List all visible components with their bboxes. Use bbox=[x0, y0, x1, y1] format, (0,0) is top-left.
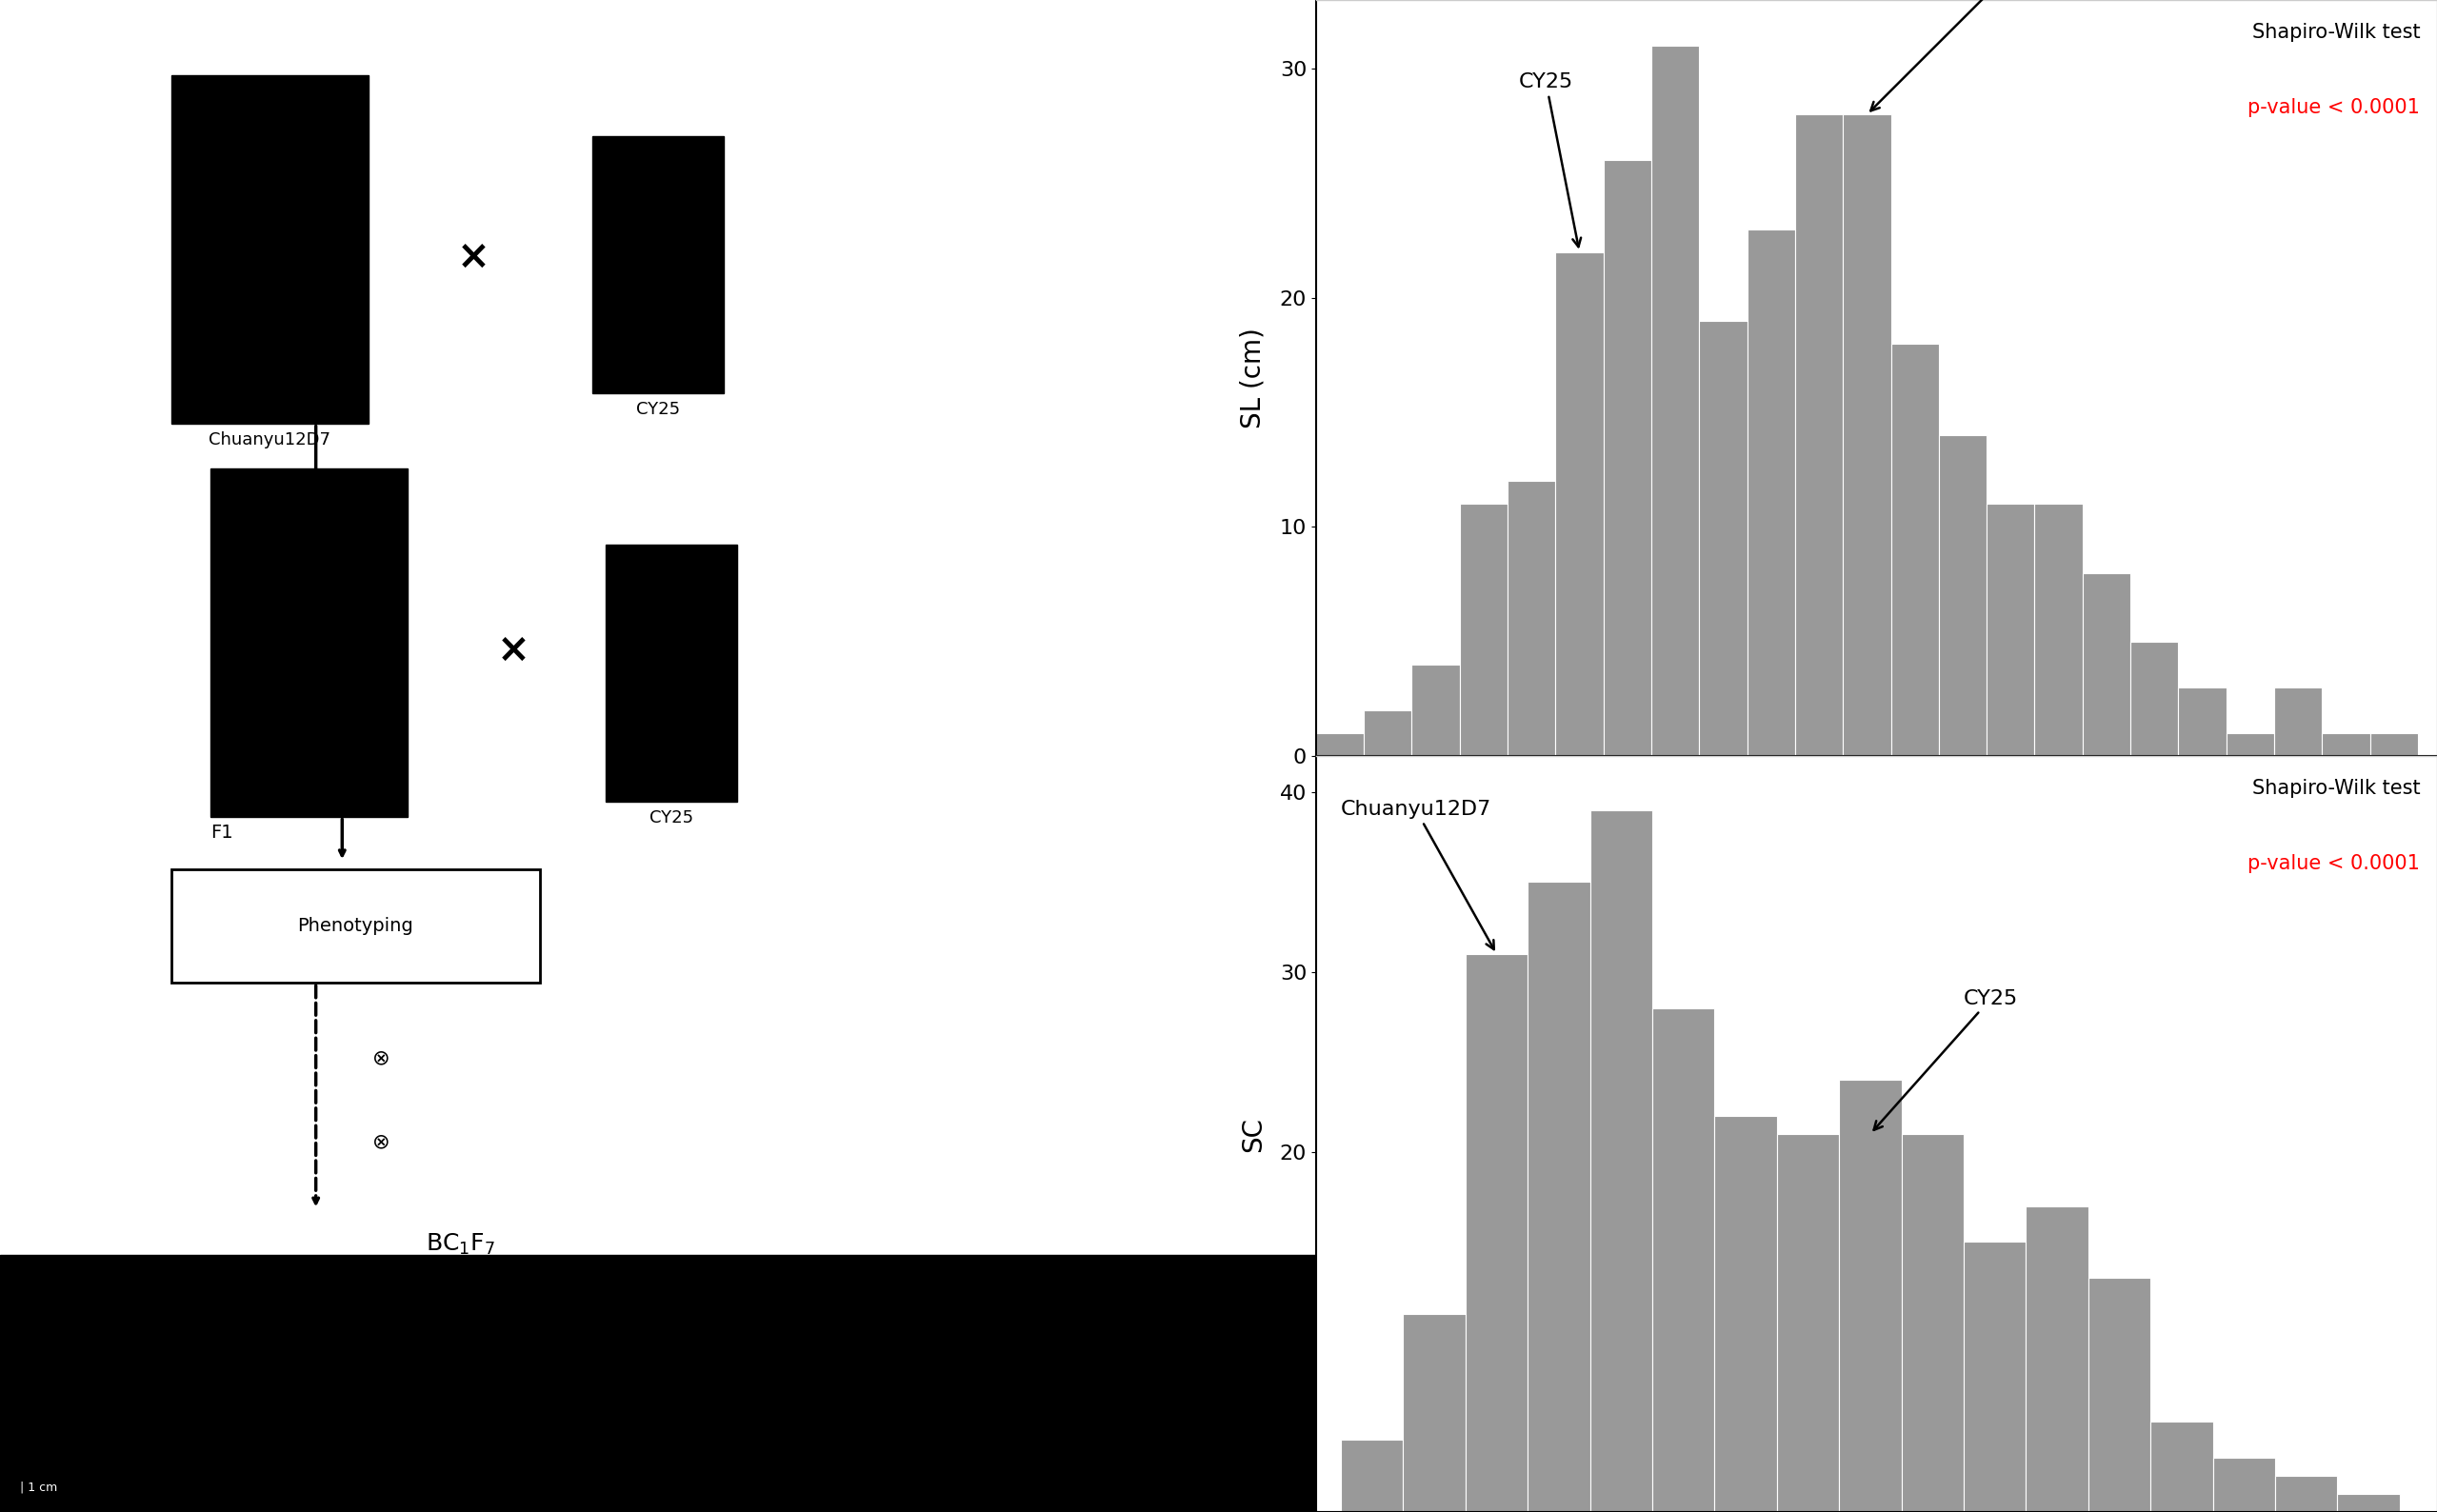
Bar bbox=[1316, 733, 1365, 756]
Bar bbox=[2322, 733, 2369, 756]
Bar bbox=[2276, 1476, 2337, 1512]
Bar bbox=[2035, 503, 2084, 756]
Bar bbox=[1589, 810, 1652, 1512]
Text: CY25: CY25 bbox=[1874, 989, 2018, 1129]
Bar bbox=[1465, 954, 1528, 1512]
Bar bbox=[1940, 435, 1986, 756]
Y-axis label: SL (cm): SL (cm) bbox=[1240, 328, 1267, 428]
Bar bbox=[1365, 711, 1411, 756]
Bar bbox=[1796, 115, 1842, 756]
Bar bbox=[2089, 1278, 2149, 1512]
Bar bbox=[2149, 1421, 2213, 1512]
Text: Shapiro-Wilk test: Shapiro-Wilk test bbox=[2252, 779, 2420, 798]
Bar bbox=[210, 469, 407, 816]
Bar bbox=[1604, 160, 1652, 756]
Bar bbox=[1840, 1080, 1901, 1512]
Bar bbox=[1528, 881, 1589, 1512]
Bar bbox=[2337, 1494, 2400, 1512]
Text: p-value < 0.0001: p-value < 0.0001 bbox=[2247, 98, 2420, 118]
Text: Chuanyu12D7: Chuanyu12D7 bbox=[210, 431, 331, 448]
Bar bbox=[1404, 1314, 1465, 1512]
Bar bbox=[604, 544, 736, 801]
Bar bbox=[2369, 733, 2418, 756]
Bar bbox=[1555, 253, 1604, 756]
Bar bbox=[2084, 573, 2130, 756]
Bar bbox=[2130, 641, 2179, 756]
Bar bbox=[1699, 321, 1747, 756]
Bar bbox=[1891, 343, 1940, 756]
Text: ⊗: ⊗ bbox=[373, 1132, 390, 1151]
Text: ×: × bbox=[458, 237, 490, 277]
Bar bbox=[1340, 1439, 1404, 1512]
Bar bbox=[1509, 481, 1555, 756]
Bar bbox=[1716, 1116, 1777, 1512]
Bar bbox=[2274, 688, 2322, 756]
Text: Shapiro-Wilk test: Shapiro-Wilk test bbox=[2252, 23, 2420, 42]
Bar bbox=[1964, 1241, 2025, 1512]
Bar bbox=[1986, 503, 2035, 756]
Bar bbox=[1842, 115, 1891, 756]
Bar bbox=[2179, 688, 2227, 756]
Text: ×: × bbox=[497, 631, 529, 670]
Text: Chuanyu12D7: Chuanyu12D7 bbox=[1872, 0, 2089, 110]
Bar bbox=[1901, 1134, 1964, 1512]
Bar bbox=[592, 136, 724, 393]
Bar bbox=[171, 76, 368, 423]
Bar bbox=[1747, 230, 1796, 756]
Bar bbox=[2227, 733, 2274, 756]
Text: CY25: CY25 bbox=[636, 401, 680, 417]
Bar bbox=[2025, 1207, 2089, 1512]
Text: Phenotyping: Phenotyping bbox=[297, 918, 414, 934]
Text: CY25: CY25 bbox=[648, 809, 692, 826]
Y-axis label: SC: SC bbox=[1240, 1116, 1267, 1152]
Bar bbox=[1777, 1134, 1840, 1512]
Text: CY25: CY25 bbox=[1518, 73, 1582, 246]
Bar bbox=[1411, 664, 1460, 756]
Text: ⊗: ⊗ bbox=[373, 1049, 390, 1067]
Bar bbox=[2213, 1458, 2276, 1512]
Text: Chuanyu12D7: Chuanyu12D7 bbox=[1340, 800, 1494, 950]
Text: F1: F1 bbox=[210, 824, 234, 842]
Bar bbox=[0, 1255, 1316, 1512]
Text: p-value < 0.0001: p-value < 0.0001 bbox=[2247, 854, 2420, 874]
Bar bbox=[1460, 503, 1509, 756]
Bar bbox=[1652, 1009, 1716, 1512]
Bar bbox=[1652, 45, 1699, 756]
Text: BC$_1$F$_7$: BC$_1$F$_7$ bbox=[426, 1232, 495, 1256]
Text: | 1 cm: | 1 cm bbox=[19, 1482, 56, 1494]
Bar bbox=[171, 869, 539, 983]
